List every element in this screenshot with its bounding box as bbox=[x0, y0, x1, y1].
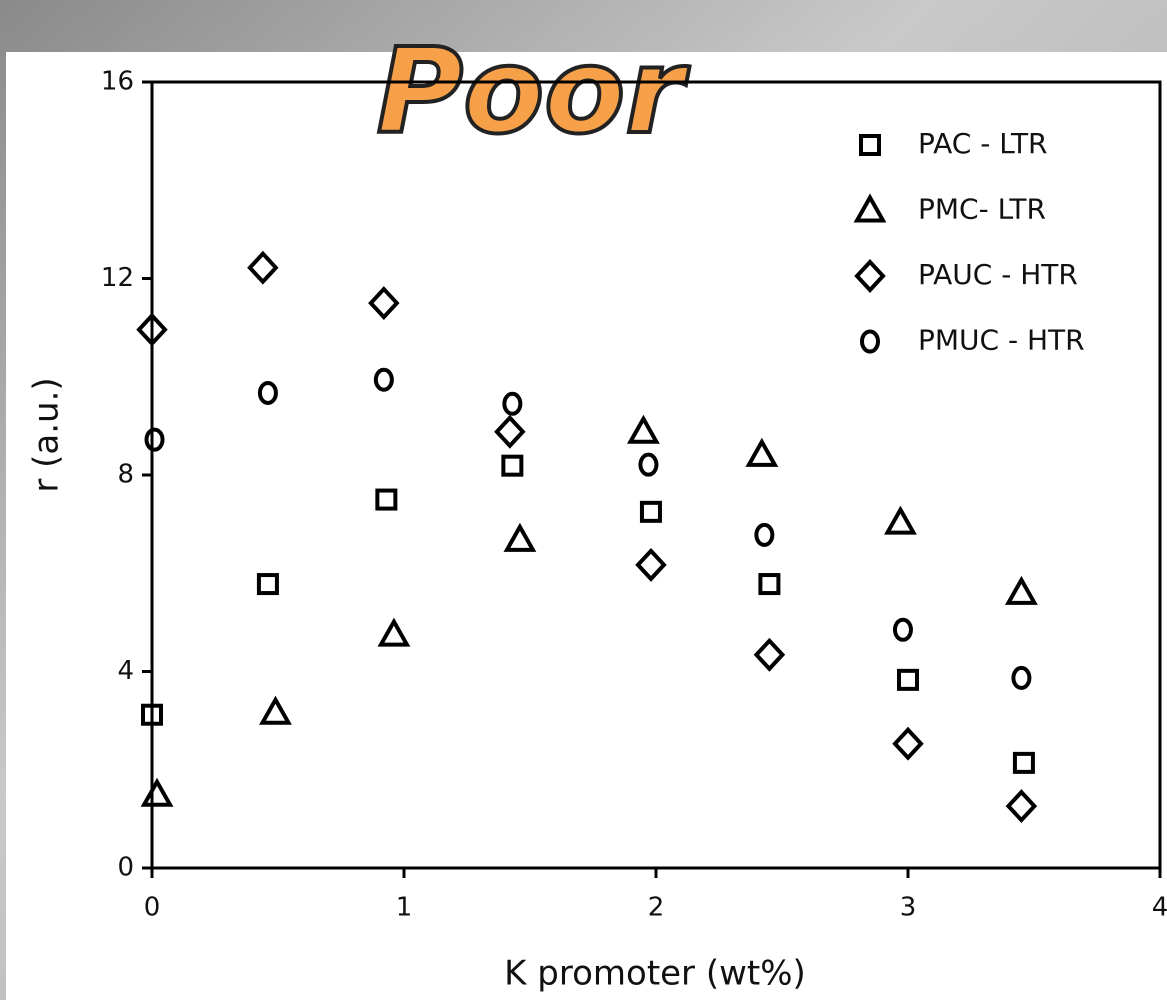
x-tick-label: 2 bbox=[648, 893, 665, 923]
page: Poor K promoter (wt%) r (a.u.) 048121601… bbox=[0, 0, 1167, 1000]
y-tick-label: 0 bbox=[117, 853, 134, 883]
x-tick-label: 3 bbox=[900, 893, 917, 923]
x-tick-label: 4 bbox=[1152, 893, 1167, 923]
y-tick-label: 4 bbox=[117, 656, 134, 686]
y-tick-label: 8 bbox=[117, 460, 134, 490]
y-tick-label: 16 bbox=[101, 67, 134, 97]
legend-label: PAUC - HTR bbox=[918, 258, 1078, 291]
x-axis-label: K promoter (wt%) bbox=[504, 954, 806, 994]
legend-label: PMC- LTR bbox=[918, 193, 1046, 226]
x-tick-label: 0 bbox=[144, 893, 161, 923]
x-tick-label: 1 bbox=[396, 893, 413, 923]
chart: Poor K promoter (wt%) r (a.u.) 048121601… bbox=[0, 0, 1167, 1000]
y-axis-label: r (a.u.) bbox=[27, 377, 67, 492]
chart-title: Poor bbox=[377, 22, 691, 160]
y-tick-label: 12 bbox=[101, 263, 134, 293]
legend-label: PAC - LTR bbox=[918, 127, 1048, 160]
legend-label: PMUC - HTR bbox=[918, 324, 1085, 357]
